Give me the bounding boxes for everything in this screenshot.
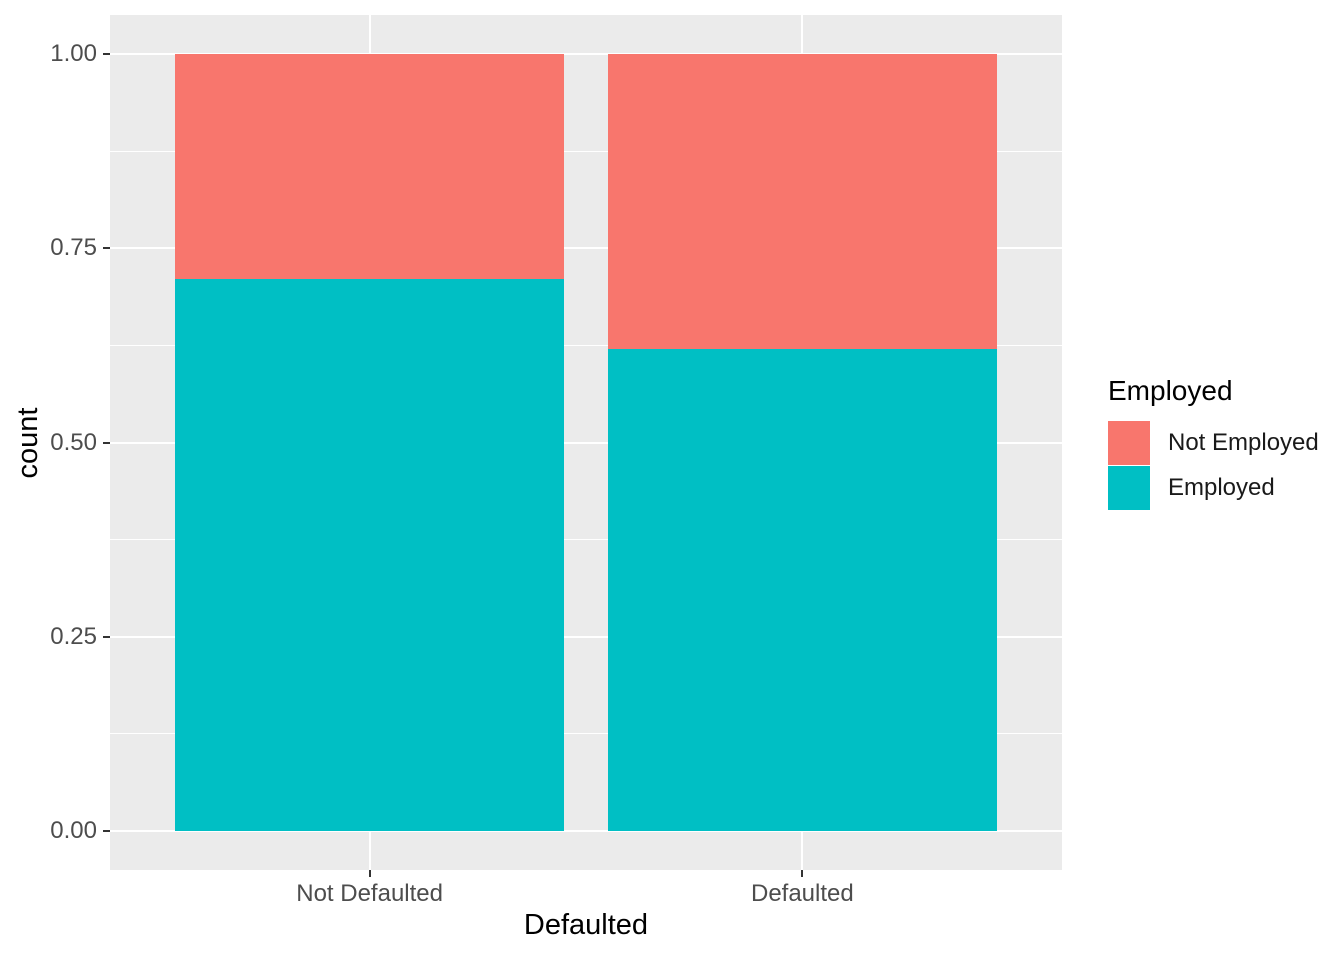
legend: Employed Not Employed Employed <box>1108 376 1344 511</box>
y-tick-mark <box>103 830 110 833</box>
major-gridline <box>110 52 1062 55</box>
y-tick-mark <box>103 247 110 250</box>
minor-gridline <box>110 150 1062 152</box>
minor-gridline <box>110 344 1062 346</box>
y-tick-label: 0.00 <box>50 817 97 845</box>
x-tick-mark <box>368 870 371 877</box>
bar-segment-employed <box>174 279 565 832</box>
x-axis-title: Defaulted <box>523 909 649 941</box>
y-axis-title: count <box>12 407 44 479</box>
major-gridline <box>110 441 1062 444</box>
legend-entry: Employed <box>1108 466 1344 510</box>
bar-segment-not-employed <box>607 53 998 350</box>
legend-title: Employed <box>1108 375 1233 406</box>
bar-segment-not-employed <box>174 53 565 280</box>
y-tick-mark <box>103 441 110 444</box>
x-tick-mark <box>801 870 804 877</box>
y-tick-mark <box>103 52 110 55</box>
minor-gridline <box>110 539 1062 541</box>
y-tick-label: 0.75 <box>50 234 97 262</box>
legend-entry-label: Employed <box>1168 474 1275 501</box>
bar-segment-employed <box>607 349 998 832</box>
major-gridline <box>110 635 1062 638</box>
y-tick-label: 0.25 <box>50 622 97 650</box>
plot-panel <box>110 15 1062 870</box>
x-tick-label: Not Defaulted <box>296 880 443 907</box>
y-tick-label: 0.50 <box>50 428 97 456</box>
x-tick-label: Defaulted <box>750 880 854 907</box>
major-gridline <box>110 247 1062 250</box>
legend-key-swatch <box>1108 466 1150 510</box>
y-tick-mark <box>103 635 110 638</box>
legend-entry: Not Employed <box>1108 421 1344 465</box>
y-tick-label: 1.00 <box>50 39 97 67</box>
legend-entry-label: Not Employed <box>1168 429 1319 456</box>
legend-key-swatch <box>1108 421 1150 465</box>
minor-gridline <box>110 733 1062 735</box>
major-gridline <box>110 830 1062 833</box>
legend-keys: Not Employed Employed <box>1108 421 1344 510</box>
